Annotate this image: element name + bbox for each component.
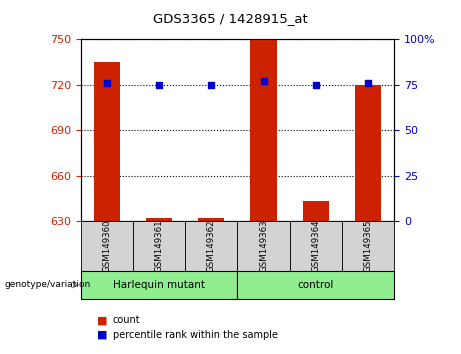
Bar: [303, 201, 329, 221]
Point: [103, 80, 111, 86]
Text: percentile rank within the sample: percentile rank within the sample: [113, 330, 278, 339]
Text: GSM149364: GSM149364: [311, 220, 320, 272]
Bar: [342, 221, 394, 271]
Bar: [198, 218, 225, 221]
Bar: [81, 271, 237, 299]
Text: GSM149360: GSM149360: [102, 220, 111, 272]
Text: control: control: [298, 280, 334, 290]
Text: GSM149363: GSM149363: [259, 220, 268, 272]
Point: [207, 82, 215, 87]
Bar: [237, 271, 394, 299]
Point: [312, 82, 319, 87]
Bar: [250, 39, 277, 221]
Text: GDS3365 / 1428915_at: GDS3365 / 1428915_at: [153, 12, 308, 25]
Bar: [355, 85, 381, 221]
Bar: [185, 221, 237, 271]
Point: [364, 80, 372, 86]
Bar: [237, 221, 290, 271]
Text: genotype/variation: genotype/variation: [5, 280, 91, 290]
Text: ■: ■: [97, 330, 107, 339]
Text: Harlequin mutant: Harlequin mutant: [113, 280, 205, 290]
Point: [155, 82, 163, 87]
Bar: [94, 62, 120, 221]
Text: count: count: [113, 315, 141, 325]
Text: GSM149361: GSM149361: [154, 220, 164, 272]
Text: GSM149365: GSM149365: [364, 220, 372, 272]
Text: GSM149362: GSM149362: [207, 220, 216, 272]
Bar: [146, 218, 172, 221]
Bar: [133, 221, 185, 271]
Text: ■: ■: [97, 315, 107, 325]
Bar: [290, 221, 342, 271]
Bar: [81, 221, 133, 271]
Point: [260, 78, 267, 84]
